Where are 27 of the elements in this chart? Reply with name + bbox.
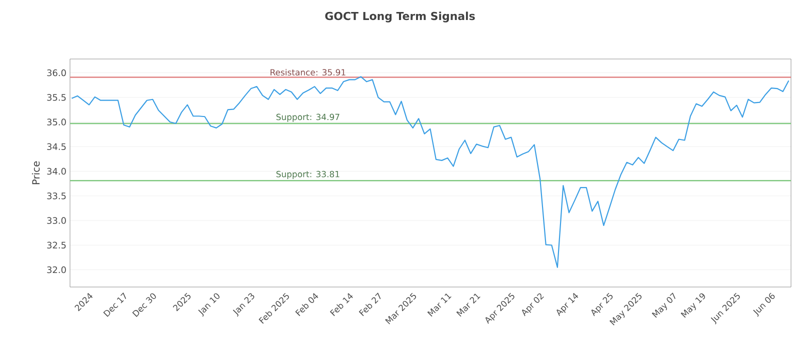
y-tick-label: 33.0 (47, 217, 66, 224)
x-tick-label: Dec 17 (103, 292, 126, 317)
x-tick-label: Jun 06 (753, 292, 775, 317)
x-tick-label: Apr 02 (522, 293, 544, 316)
x-tick-label: Apr 14 (556, 292, 578, 316)
y-tick-label: 36.0 (47, 69, 66, 76)
y-axis-title: Price (32, 161, 40, 184)
x-tick-label: Mar 21 (456, 294, 480, 317)
y-tick-label: 32.0 (47, 266, 66, 274)
x-tick-label: Mar 11 (427, 294, 452, 317)
x-tick-label: Dec 30 (132, 293, 156, 317)
x-tick-label: Jan 10 (198, 293, 220, 317)
x-tick-label: Feb 27 (358, 292, 381, 316)
y-tick-label: 33.5 (47, 192, 66, 200)
y-tick-label: 32.5 (47, 242, 66, 249)
x-tick-label: Feb 04 (295, 293, 318, 316)
y-tick-label: 34.5 (47, 143, 66, 150)
y-tick-label: 34.0 (47, 168, 66, 175)
ref-line-label: Support: 33.81 (276, 170, 340, 179)
ref-line-label: Support: 34.97 (276, 114, 340, 122)
x-tick-label: Apr 25 (591, 292, 613, 316)
x-tick-label: Feb 14 (330, 293, 353, 316)
ref-line-label: Resistance: 35.91 (270, 68, 346, 76)
x-tick-label: Jan 23 (232, 293, 254, 317)
y-tick-label: 35.5 (47, 94, 66, 101)
chart-title: GOCT Long Term Signals (325, 12, 475, 22)
y-tick-label: 35.0 (47, 118, 66, 126)
